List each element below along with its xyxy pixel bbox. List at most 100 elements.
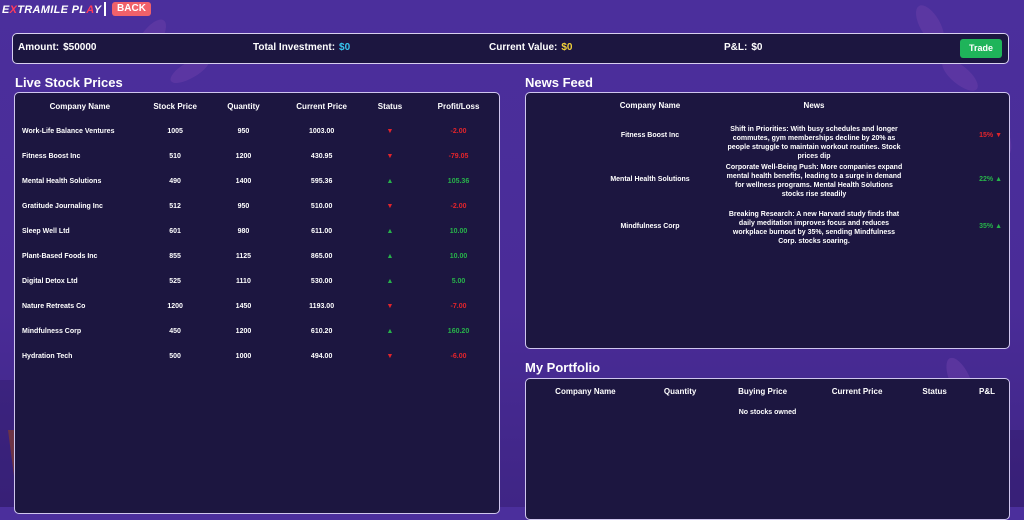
- col-profit-loss: Profit/Loss: [437, 101, 480, 111]
- stock-price: 490: [169, 178, 181, 185]
- news-change: 35% ▲: [962, 223, 1002, 230]
- arrow-up-icon: ▲: [993, 223, 1002, 230]
- stock-company-name: Nature Retreats Co: [22, 303, 86, 310]
- stock-quantity: 1200: [235, 328, 252, 335]
- portfolio-col-current-price: Current Price: [831, 386, 883, 396]
- portfolio-col-pnl: P&L: [978, 386, 995, 396]
- live-stock-header-row: Company Name Stock Price Quantity Curren…: [15, 93, 499, 119]
- arrow-down-icon: ▼: [386, 203, 394, 210]
- stock-company-name: Hydration Tech: [22, 353, 73, 360]
- arrow-up-icon: ▲: [386, 228, 394, 235]
- arrow-down-icon: ▼: [993, 132, 1002, 139]
- stock-row[interactable]: Work-Life Balance Ventures 1005 950 1003.00…: [15, 119, 499, 144]
- stock-quantity: 1000: [235, 353, 252, 360]
- stock-price: 1200: [167, 303, 183, 310]
- top-bar: EXTRAMILE PLAY BACK: [0, 0, 1024, 20]
- stock-status: ▼: [362, 294, 418, 319]
- stock-row[interactable]: Mental Health Solutions 490 1400 595.36 ▲ 105…: [15, 169, 499, 194]
- news-item: Fitness Boost Inc Shift in Priorities: Wi…: [526, 125, 1002, 165]
- news-company: Mental Health Solutions: [610, 176, 690, 183]
- portfolio-col-status: Status: [922, 386, 947, 396]
- stock-profit-loss: 5.00: [451, 278, 466, 285]
- stock-profit-loss: -7.00: [450, 303, 467, 310]
- current-value-value: $0: [561, 42, 573, 53]
- portfolio-table: Company Name Quantity Buying Price Curre…: [526, 379, 1009, 403]
- amount-summary: Amount: $50000: [18, 42, 96, 53]
- news-company: Mindfulness Corp: [620, 223, 680, 230]
- back-button[interactable]: BACK: [112, 2, 151, 16]
- news-col-news: News: [803, 101, 825, 110]
- stock-profit-loss: 10.00: [449, 228, 468, 235]
- stock-profit-loss: -6.00: [450, 353, 467, 360]
- pnl-value: $0: [751, 42, 763, 53]
- stock-current-price: 595.36: [310, 178, 333, 185]
- arrow-up-icon: ▲: [386, 328, 394, 335]
- stock-quantity: 1110: [236, 278, 251, 285]
- stock-price: 855: [169, 253, 181, 260]
- trade-button[interactable]: Trade: [960, 39, 1002, 58]
- stock-current-price: 1003.00: [308, 128, 335, 135]
- stock-current-price: 1193.00: [309, 303, 335, 310]
- stock-status: ▼: [362, 144, 418, 169]
- news-text: Shift in Priorities: With busy schedules…: [727, 126, 901, 160]
- arrow-up-icon: ▲: [386, 178, 394, 185]
- news-change: 22% ▲: [962, 176, 1002, 183]
- stock-row[interactable]: Fitness Boost Inc 510 1200 430.95 ▼ -79.05: [15, 144, 499, 169]
- stock-current-price: 430.95: [310, 153, 333, 160]
- stock-current-price: 610.20: [310, 328, 333, 335]
- stock-quantity: 1125: [235, 253, 252, 260]
- stock-row[interactable]: Nature Retreats Co 1200 1450 1193.00 ▼ -7.00: [15, 294, 499, 319]
- pnl-label: P&L:: [724, 42, 748, 53]
- logo-divider: [104, 2, 106, 16]
- col-status: Status: [377, 101, 403, 111]
- news-text: Breaking Research: A new Harvard study f…: [728, 211, 900, 245]
- account-summary-bar: Amount: $50000 Total Investment: $0 Curren…: [12, 33, 1009, 64]
- current-value-summary: Current Value: $0: [489, 42, 572, 53]
- stock-current-price: 494.00: [310, 353, 333, 360]
- news-change-value: 35%: [979, 223, 994, 230]
- current-value-label: Current Value:: [489, 42, 558, 53]
- stock-company-name: Plant-Based Foods Inc: [22, 253, 98, 260]
- stock-status: ▲: [362, 169, 418, 194]
- stock-company-name: Work-Life Balance Ventures: [22, 128, 115, 135]
- stock-profit-loss: 10.00: [449, 253, 468, 260]
- investment-label: Total Investment:: [253, 42, 336, 53]
- stock-status: ▼: [362, 119, 418, 144]
- stock-price: 1005: [167, 128, 183, 135]
- stock-row[interactable]: Sleep Well Ltd 601 980 611.00 ▲ 10.00: [15, 219, 499, 244]
- stock-status: ▼: [362, 344, 418, 369]
- stock-status: ▼: [362, 194, 418, 219]
- stock-row[interactable]: Hydration Tech 500 1000 494.00 ▼ -6.00: [15, 344, 499, 369]
- stock-row[interactable]: Gratitude Journaling Inc 512 950 510.00 ▼ -2.…: [15, 194, 499, 219]
- news-feed-title: News Feed: [525, 75, 593, 90]
- stock-profit-loss: -2.00: [450, 128, 467, 135]
- arrow-up-icon: ▲: [993, 176, 1002, 183]
- stock-quantity: 950: [237, 203, 250, 210]
- portfolio-empty-message: No stocks owned: [738, 409, 797, 416]
- arrow-down-icon: ▼: [386, 128, 394, 135]
- col-stock-price: Stock Price: [153, 101, 197, 111]
- live-stock-table: Company Name Stock Price Quantity Curren…: [15, 93, 499, 369]
- live-stock-title: Live Stock Prices: [15, 75, 123, 90]
- stock-price: 510: [169, 153, 181, 160]
- amount-label: Amount:: [18, 42, 60, 53]
- col-quantity: Quantity: [227, 101, 260, 111]
- news-company: Fitness Boost Inc: [620, 132, 680, 139]
- stock-row[interactable]: Digital Detox Ltd 525 1110 530.00 ▲ 5.00: [15, 269, 499, 294]
- stock-current-price: 611.00: [311, 228, 333, 235]
- news-item: Mindfulness Corp Breaking Research: A new…: [526, 210, 1002, 250]
- stock-company-name: Mental Health Solutions: [22, 178, 102, 185]
- pnl-summary: P&L: $0: [724, 42, 762, 53]
- stock-row[interactable]: Plant-Based Foods Inc 855 1125 865.00 ▲ 10.00: [15, 244, 499, 269]
- stock-price: 512: [169, 203, 181, 210]
- arrow-down-icon: ▼: [386, 303, 394, 310]
- arrow-up-icon: ▲: [386, 253, 394, 260]
- news-text: Corporate Well-Being Push: More companie…: [725, 164, 903, 198]
- portfolio-header-row: Company Name Quantity Buying Price Curre…: [526, 379, 1009, 403]
- investment-value: $0: [339, 42, 351, 53]
- stock-row[interactable]: Mindfulness Corp 450 1200 610.20 ▲ 160.20: [15, 319, 499, 344]
- stock-company-name: Gratitude Journaling Inc: [22, 203, 103, 210]
- stock-status: ▲: [362, 244, 418, 269]
- news-change: 15% ▼: [962, 132, 1002, 139]
- investment-summary: Total Investment: $0: [253, 42, 350, 53]
